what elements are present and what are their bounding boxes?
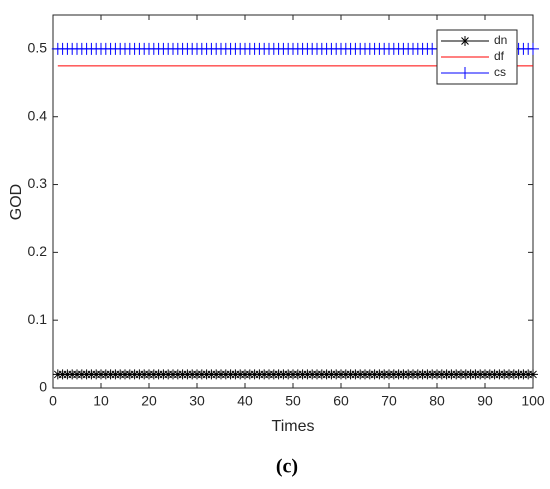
x-tick-label: 60: [333, 393, 349, 409]
y-tick-label: 0: [39, 379, 47, 395]
x-axis-label: Times: [272, 418, 315, 435]
x-tick-label: 30: [189, 393, 205, 409]
legend-label: dn: [494, 33, 507, 47]
y-axis-label: GOD: [8, 184, 25, 220]
x-tick-label: 70: [381, 393, 397, 409]
axes-box: [52, 14, 534, 389]
x-tick-label: 40: [237, 393, 253, 409]
x-tick-label: 10: [93, 393, 109, 409]
y-tick-label: 0.4: [28, 107, 48, 123]
legend-label: cs: [494, 65, 506, 79]
marker: [528, 369, 538, 380]
x-tick-label: 80: [429, 393, 445, 409]
caption: (c): [276, 456, 298, 478]
y-tick-label: 0.5: [28, 40, 48, 56]
legend-label: df: [494, 49, 505, 63]
legend-marker: [459, 67, 471, 79]
x-tick-label: 20: [141, 393, 157, 409]
y-tick-label: 0.2: [28, 243, 48, 259]
x-tick-label: 90: [477, 393, 493, 409]
legend-marker: [460, 36, 470, 46]
x-tick-label: 50: [285, 393, 301, 409]
marker: [527, 42, 539, 55]
x-tick-label: 100: [521, 393, 545, 409]
y-tick-label: 0.3: [28, 175, 48, 191]
x-tick-label: 0: [49, 393, 57, 409]
y-tick-label: 0.1: [28, 311, 48, 327]
